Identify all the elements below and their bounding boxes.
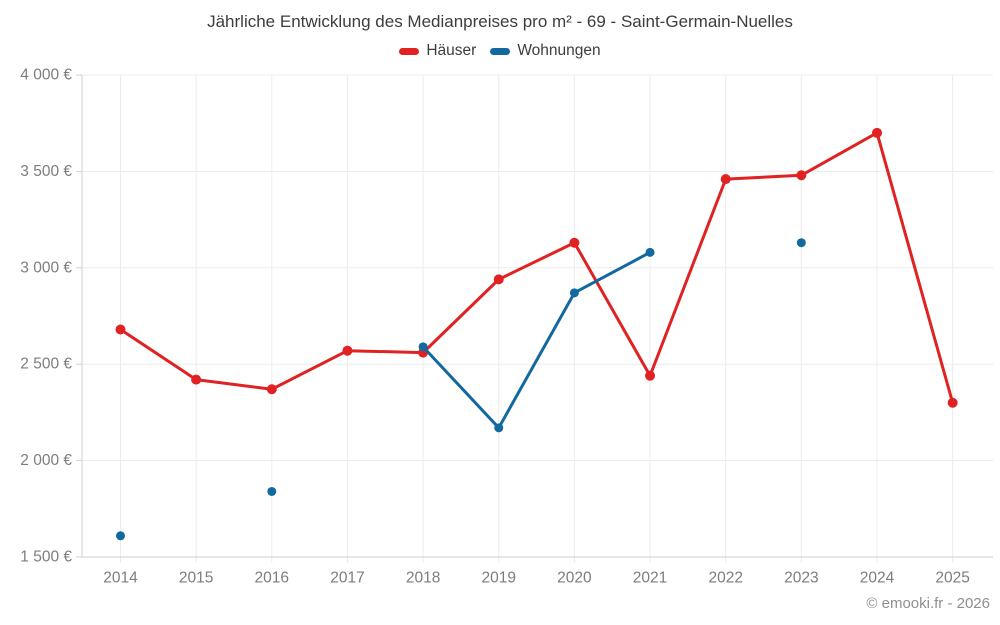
hauser-point-2025 [947,397,958,408]
hauser-point-2024 [872,127,882,138]
x-tick-label: 2022 [708,570,742,587]
hauser-point-2021 [645,370,656,381]
hauser-point-2014 [115,324,126,335]
legend-item-wohnungen[interactable]: Wohnungen [490,42,601,60]
x-tick-label: 2019 [482,570,516,587]
hauser-point-2019 [493,274,504,285]
hauser-line-segment [497,241,576,281]
hauser-point-2022 [720,174,731,185]
y-tick-label: 3 000 € [20,259,72,276]
x-tick-label: 2014 [103,570,138,587]
hauser-line-segment [875,131,955,405]
wohnungen-point-2018 [418,342,428,352]
x-tick-label: 2017 [330,570,364,587]
x-tick-label: 2018 [406,570,440,587]
wohnungen-line-segment [497,291,576,430]
legend-item-hauser[interactable]: Häuser [399,42,476,60]
legend-swatch-hauser [399,47,420,55]
wohnungen-point-2019 [494,423,504,433]
x-tick-label: 2020 [557,570,592,587]
x-tick-label: 2016 [255,570,289,587]
hauser-point-2023 [796,170,807,181]
x-tick-label: 2024 [860,570,895,587]
hauser-line-segment [421,277,501,355]
hauser-line-segment [345,349,425,355]
wohnungen-point-2023 [796,238,806,248]
wohnungen-point-2016 [267,486,277,496]
y-tick-label: 2 500 € [20,356,72,373]
hauser-line-segment [724,173,803,181]
wohnungen-point-2021 [645,247,655,257]
credit-text: © emooki.fr - 2026 [866,595,990,612]
chart-title: Jährliche Entwicklung des Medianpreises … [207,12,793,31]
x-tick-label: 2021 [633,570,667,587]
y-tick-label: 4 000 € [20,67,72,84]
legend-label-wohnungen: Wohnungen [517,42,601,59]
hauser-point-2015 [191,374,202,385]
wohnungen-line-segment [572,250,652,295]
legend-swatch-wohnungen [490,47,511,55]
hauser-line-segment [648,177,728,378]
hauser-point-2020 [569,237,580,248]
hauser-point-2017 [342,345,353,356]
x-tick-label: 2015 [179,570,213,587]
hauser-line-segment [270,349,349,391]
hauser-line-segment [119,327,198,382]
hauser-line-segment [194,378,274,391]
chart-legend: Häuser Wohnungen [0,42,1000,60]
y-tick-label: 1 500 € [20,549,72,566]
wohnungen-point-2020 [569,288,579,298]
hauser-line-segment [572,241,652,378]
legend-label-hauser: Häuser [426,42,477,59]
wohnungen-line-segment [421,345,501,430]
x-tick-label: 2023 [784,570,818,587]
y-tick-label: 3 500 € [20,163,72,180]
hauser-point-2016 [266,384,277,395]
y-tick-label: 2 000 € [20,452,72,469]
hauser-line-segment [799,131,879,177]
x-tick-label: 2025 [935,570,969,587]
wohnungen-point-2014 [116,531,125,541]
